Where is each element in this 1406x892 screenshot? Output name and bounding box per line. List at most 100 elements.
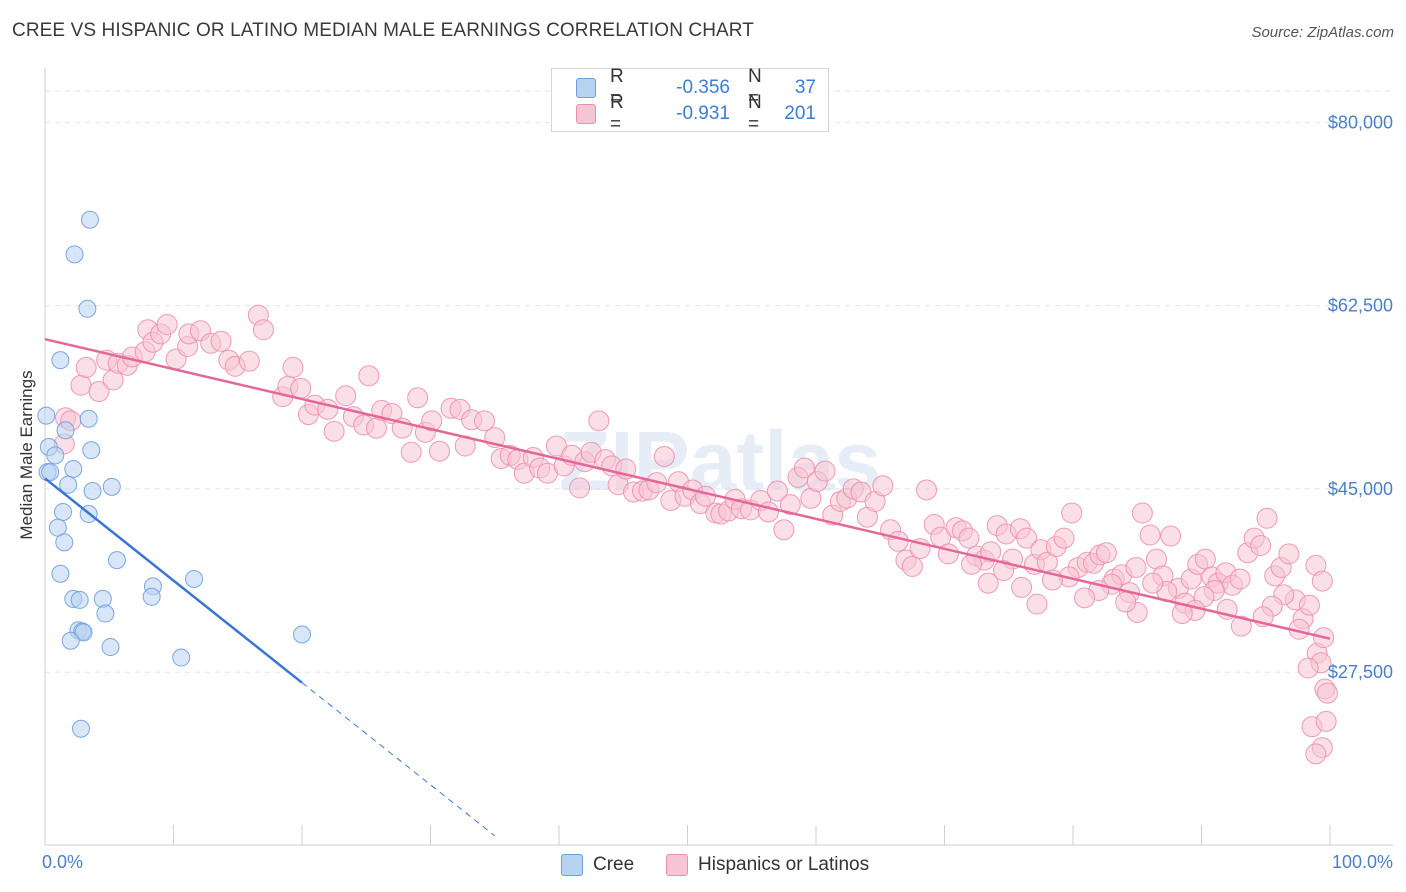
cree-point bbox=[74, 623, 93, 642]
hispanic-point bbox=[366, 417, 388, 439]
hispanic-point bbox=[323, 420, 345, 442]
hispanic-point bbox=[993, 560, 1015, 582]
y-axis-label: Median Male Earnings bbox=[17, 370, 36, 539]
hispanic-point bbox=[958, 527, 980, 549]
chart-title: CREE VS HISPANIC OR LATINO MEDIAN MALE E… bbox=[12, 20, 754, 41]
hispanic-point bbox=[1160, 525, 1182, 547]
cree-point bbox=[80, 210, 99, 229]
cree-point bbox=[37, 406, 56, 425]
cree-point bbox=[51, 351, 70, 370]
hispanic-point bbox=[916, 479, 938, 501]
cree-point bbox=[78, 299, 97, 318]
hispanic-point bbox=[290, 377, 312, 399]
hispanic-point bbox=[238, 350, 260, 372]
hispanic-point bbox=[901, 555, 923, 577]
hispanic-point bbox=[1139, 524, 1161, 546]
hispanic-point bbox=[1026, 593, 1048, 615]
hispanic-point bbox=[1250, 534, 1272, 556]
hispanic-point bbox=[977, 572, 999, 594]
hispanic-point bbox=[569, 477, 591, 499]
x-tick-label-min: 0.0% bbox=[42, 852, 83, 872]
hispanic-point bbox=[1142, 572, 1164, 594]
hispanic-point bbox=[428, 440, 450, 462]
legend-n-label: N = bbox=[748, 92, 762, 135]
hispanic-point bbox=[1278, 543, 1300, 565]
cree-point bbox=[82, 441, 101, 460]
bottom-legend-swatch-hispanic bbox=[666, 854, 688, 876]
hispanic-point bbox=[1315, 710, 1337, 732]
source-label: Source: ZipAtlas.com bbox=[1251, 24, 1394, 41]
hispanic-point bbox=[88, 381, 110, 403]
cree-point bbox=[41, 463, 60, 482]
hispanic-point bbox=[773, 519, 795, 541]
hispanic-trend-line bbox=[44, 337, 1331, 640]
hispanic-point bbox=[766, 480, 788, 502]
y-tick-labels: $27,500 $45,000 $62,500 $80,000 bbox=[1328, 112, 1393, 682]
cree-point bbox=[70, 590, 89, 609]
cree-point bbox=[185, 569, 204, 588]
hispanic-point bbox=[1316, 682, 1338, 704]
cree-point bbox=[107, 551, 126, 570]
cree-point bbox=[65, 245, 84, 264]
cree-point bbox=[51, 564, 70, 583]
hispanic-point bbox=[252, 319, 274, 341]
hispanic-point bbox=[1131, 502, 1153, 524]
hispanic-point bbox=[1297, 657, 1319, 679]
y-tick-label: $80,000 bbox=[1328, 112, 1393, 132]
hispanic-point bbox=[1115, 591, 1137, 613]
hispanic-point bbox=[1230, 615, 1252, 637]
hispanic-point bbox=[1194, 548, 1216, 570]
cree-point bbox=[83, 482, 102, 501]
hispanic-point bbox=[75, 356, 97, 378]
hispanic-point bbox=[1256, 507, 1278, 529]
hispanic-point bbox=[1125, 556, 1147, 578]
bottom-legend-label-cree: Cree bbox=[593, 854, 635, 875]
hispanic-point bbox=[421, 410, 443, 432]
hispanic-point bbox=[887, 530, 909, 552]
hispanic-point bbox=[358, 365, 380, 387]
cree-point bbox=[293, 625, 311, 644]
cree-point bbox=[101, 638, 120, 657]
legend-r-value: -0.931 bbox=[676, 103, 730, 124]
bottom-legend-hispanic: Hispanics or Latinos bbox=[666, 852, 869, 878]
hispanic-point bbox=[1053, 527, 1075, 549]
hispanic-point bbox=[588, 410, 610, 432]
hispanic-point bbox=[1311, 570, 1333, 592]
hispanic-point bbox=[980, 541, 1002, 563]
x-tick-label-max: 100.0% bbox=[1332, 852, 1393, 872]
hispanic-point bbox=[400, 441, 422, 463]
cree-point bbox=[102, 477, 121, 496]
cree-point bbox=[55, 533, 74, 552]
hispanic-point bbox=[872, 475, 894, 497]
hispanic-point bbox=[1095, 542, 1117, 564]
hispanic-point bbox=[473, 410, 495, 432]
cree-point bbox=[93, 589, 112, 608]
hispanic-point bbox=[1305, 743, 1327, 765]
hispanic-point bbox=[1011, 576, 1033, 598]
cree-point bbox=[64, 460, 83, 479]
hispanic-point bbox=[653, 445, 675, 467]
legend-swatch-hispanic bbox=[576, 104, 596, 124]
cree-point bbox=[53, 502, 72, 521]
axes bbox=[44, 68, 1393, 846]
cree-point bbox=[59, 475, 78, 494]
legend-row-hispanic: R = -0.931 N = 201 bbox=[552, 92, 816, 135]
cree-point bbox=[142, 587, 161, 606]
hispanic-point bbox=[1074, 587, 1096, 609]
hispanic-point bbox=[210, 330, 232, 352]
cree-point bbox=[71, 719, 90, 738]
cree-trend-line bbox=[44, 477, 303, 684]
legend-n-value: 37 bbox=[794, 77, 816, 98]
bottom-legend-swatch-cree bbox=[561, 854, 583, 876]
legend-row-cree: R = -0.356 N = 37 bbox=[552, 66, 816, 109]
hispanic-point bbox=[70, 374, 92, 396]
hispanic-point bbox=[545, 435, 567, 457]
legend-n-value: 201 bbox=[784, 103, 816, 124]
legend-r-label: R = bbox=[610, 66, 624, 109]
hispanic-points bbox=[53, 304, 1338, 765]
y-tick-label: $62,500 bbox=[1328, 296, 1393, 316]
y-tick-label: $27,500 bbox=[1328, 662, 1393, 682]
cree-point bbox=[46, 446, 65, 465]
legend-n-label: N = bbox=[748, 66, 762, 109]
